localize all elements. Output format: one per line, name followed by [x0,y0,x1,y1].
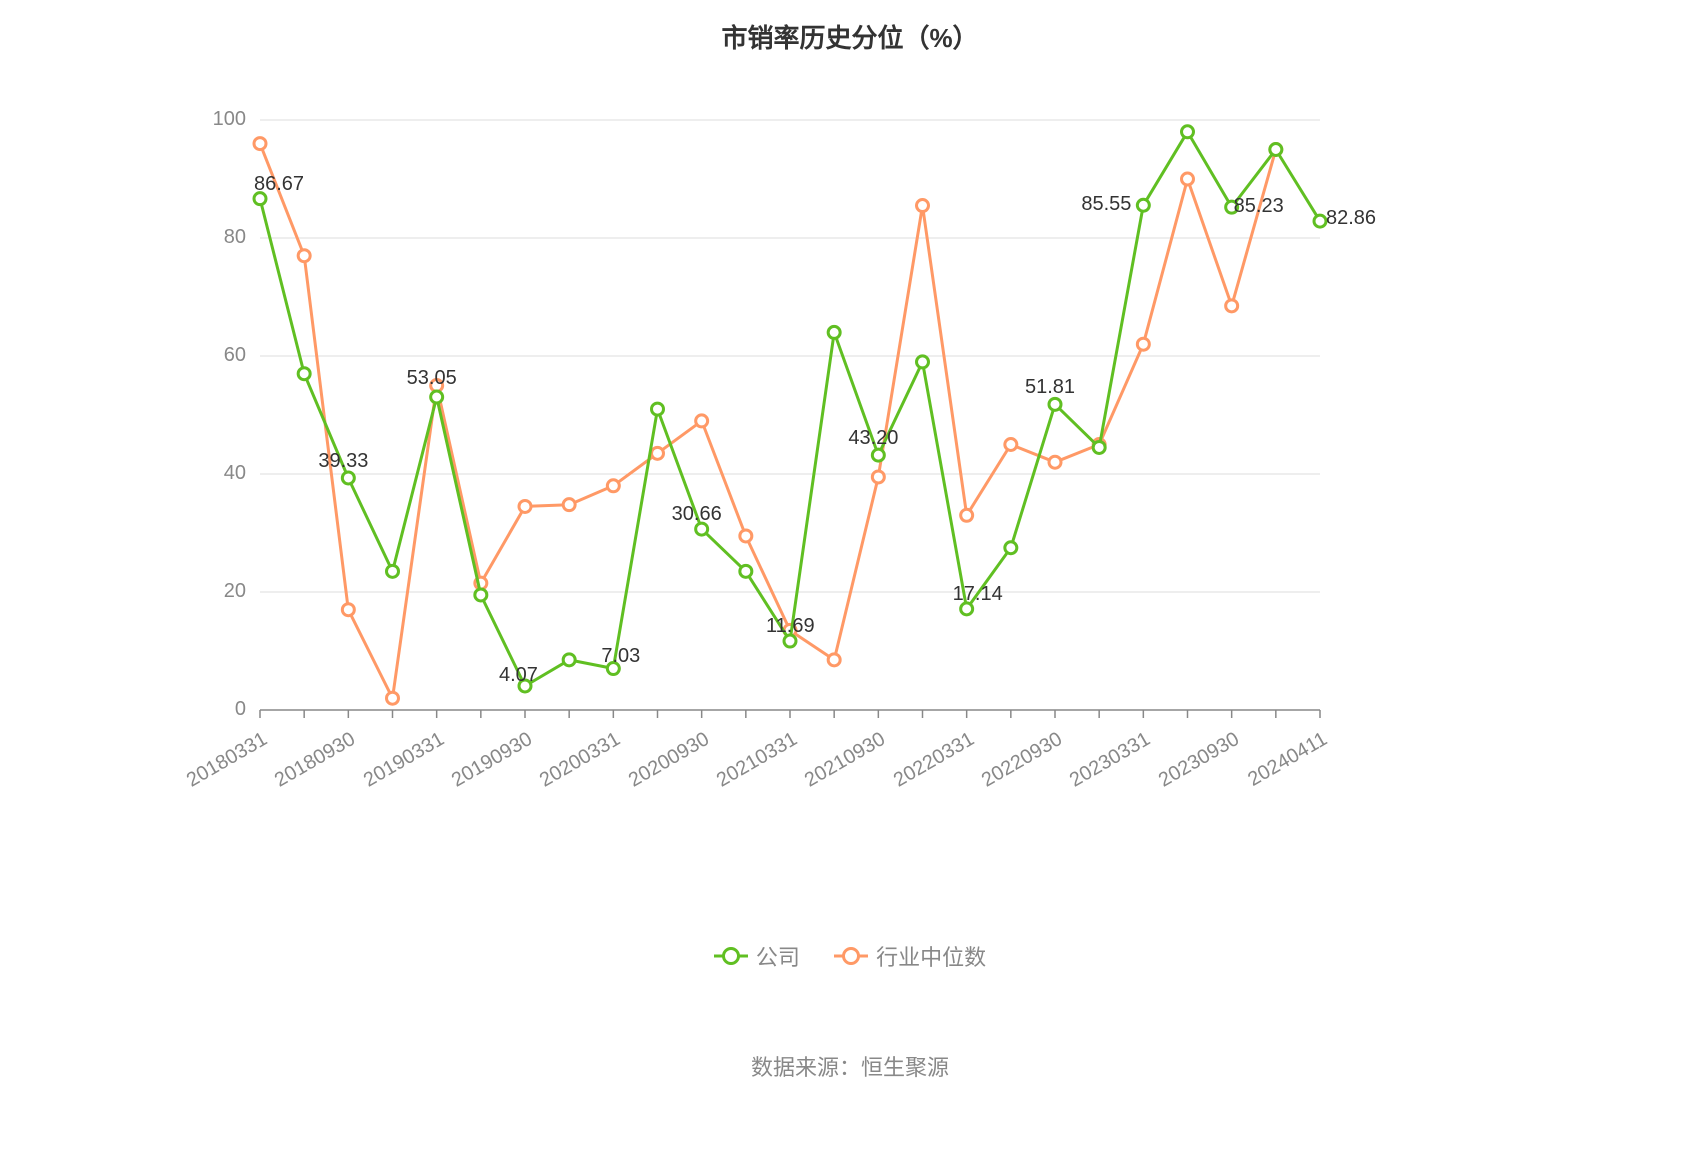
series-data-label: 7.03 [601,645,640,668]
data-source-prefix: 数据来源： [751,1055,861,1080]
y-axis-tick-label: 80 [224,226,246,249]
series-data-label: 43.20 [848,427,898,450]
legend-swatch-industry [834,947,868,965]
series-data-label: 82.86 [1326,207,1376,230]
chart-container: 市销率历史分位（%） 公司 行业中位数 数据来源：恒生聚源 0204060801… [0,0,1700,1150]
legend-label-industry: 行业中位数 [876,940,986,972]
legend-marker-icon [722,947,740,965]
series-data-label: 17.14 [953,583,1003,606]
y-axis-tick-label: 40 [224,462,246,485]
series-data-label: 39.33 [318,450,368,473]
y-axis-tick-label: 0 [235,698,246,721]
legend-item-industry: 行业中位数 [834,940,986,972]
series-data-label: 53.05 [407,367,457,390]
legend-item-company: 公司 [714,940,800,972]
data-source: 数据来源：恒生聚源 [0,1050,1700,1082]
series-data-label: 85.55 [1081,193,1131,216]
data-source-value: 恒生聚源 [861,1055,949,1080]
legend: 公司 行业中位数 [0,940,1700,972]
legend-swatch-company [714,947,748,965]
series-data-label: 4.07 [499,664,538,687]
y-axis-tick-label: 100 [213,108,246,131]
legend-marker-icon [842,947,860,965]
series-data-label: 85.23 [1234,195,1284,218]
y-axis-tick-label: 20 [224,580,246,603]
series-data-label: 51.81 [1025,376,1075,399]
legend-label-company: 公司 [756,940,800,972]
series-data-label: 86.67 [254,173,304,196]
y-axis-tick-label: 60 [224,344,246,367]
series-data-label: 30.66 [672,503,722,526]
series-data-label: 11.69 [766,615,815,638]
